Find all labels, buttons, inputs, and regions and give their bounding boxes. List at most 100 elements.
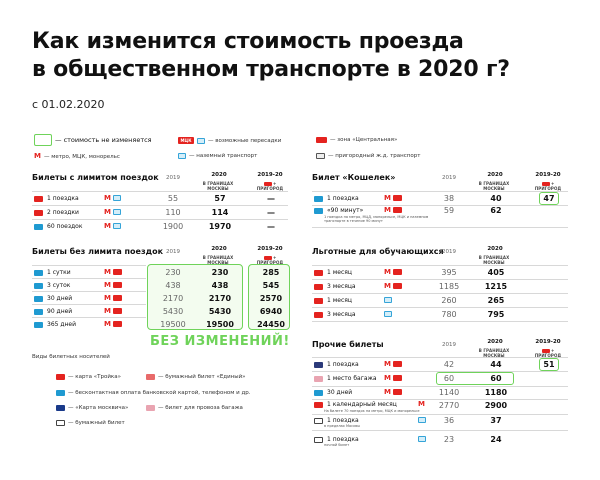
- bank-card-icon: [34, 308, 43, 315]
- list-item: 1 поездка: [314, 361, 359, 368]
- list-item: 1 месяц: [314, 269, 352, 276]
- bank-card-icon: [34, 269, 43, 276]
- bank-card-icon: [56, 390, 65, 396]
- list-item: 1 поездка: [314, 417, 359, 424]
- bus-icon: [418, 417, 426, 423]
- edin-ticket-icon: [314, 361, 323, 368]
- bus-icon: [418, 436, 426, 442]
- central-zone-icon: [392, 195, 402, 201]
- central-zone-icon: [112, 321, 122, 327]
- divider: [312, 386, 568, 387]
- col-2019-20: 2019-20: [535, 172, 561, 178]
- divider: [312, 191, 568, 192]
- list-item: «90 минут»: [314, 207, 363, 214]
- bus-icon: [112, 195, 121, 201]
- value-2020: 19500: [206, 320, 234, 329]
- value-2019: 2770: [438, 401, 460, 410]
- metro-icon: M: [104, 320, 111, 328]
- value-2019-20: 6940: [259, 307, 283, 316]
- divider: [32, 304, 146, 305]
- divider: [312, 371, 568, 372]
- value-2019: 19500: [160, 320, 186, 329]
- divider: [32, 265, 146, 266]
- central-zone-icon: [112, 308, 122, 314]
- limited-section-title: Билеты с лимитом поездок: [32, 173, 159, 182]
- troika-icon: [34, 195, 43, 202]
- bus-icon: [384, 297, 392, 303]
- effective-date: с 01.02.2020: [32, 98, 105, 111]
- metro-icon: M: [384, 268, 391, 276]
- bank-card-icon: [314, 207, 323, 214]
- central-zone-icon: [541, 182, 550, 186]
- value-2019: 110: [165, 208, 181, 217]
- list-item: 1 месяц: [314, 297, 352, 304]
- col-moscow: В ГРАНИЦАХ МОСКВЫ: [478, 181, 510, 191]
- metro-icon: M: [104, 268, 111, 276]
- value-2020: 40: [490, 194, 502, 203]
- col-moscow: В ГРАНИЦАХ МОСКВЫ: [478, 348, 510, 358]
- central-zone-icon: [263, 182, 272, 186]
- carrier-moscow-card: — «Карта москвича»: [56, 405, 128, 411]
- list-item: 1 поездка: [314, 436, 359, 443]
- unchanged-highlight: [147, 264, 243, 330]
- metro-icon: M: [104, 194, 111, 202]
- legend-suburban: — пригородный ж.д. транспорт: [316, 153, 420, 159]
- col-2019: 2019: [442, 249, 456, 255]
- page-title: Как изменится стоимость проезда в общест…: [32, 28, 572, 84]
- divider: [312, 205, 568, 206]
- troika-icon: [314, 283, 323, 290]
- row-note: в пределах Москвы: [324, 424, 361, 428]
- carrier-paper: — бумажный билет: [56, 420, 125, 426]
- luggage-ticket-icon: [146, 405, 155, 411]
- list-item: 3 месяца: [314, 283, 356, 290]
- value-2019-20: 51: [543, 360, 555, 369]
- value-2020: 5430: [208, 307, 232, 316]
- bank-card-icon: [34, 223, 43, 230]
- col-suburb: + ПРИГОРОД: [256, 255, 284, 265]
- metro-icon: M: [104, 307, 111, 315]
- value-2019: 59: [443, 206, 455, 215]
- value-2019: 780: [441, 310, 457, 319]
- central-zone-icon: [541, 349, 550, 353]
- bus-icon: [384, 311, 392, 317]
- divider: [312, 265, 568, 266]
- col-2019-20: 2019-20: [257, 172, 283, 178]
- title-line-2: в общественном транспорте в 2020 г?: [32, 57, 510, 82]
- paper-ticket-icon: [314, 436, 323, 443]
- divider: [312, 279, 568, 280]
- value-2019: 5430: [162, 307, 184, 316]
- train-icon: [316, 153, 325, 159]
- legend-ground: — наземный транспорт: [178, 153, 257, 159]
- value-2020: 2900: [484, 401, 508, 410]
- value-2019: 1900: [162, 222, 184, 231]
- central-zone-icon: [112, 282, 122, 288]
- divider: [312, 227, 568, 228]
- paper-ticket-icon: [56, 420, 65, 426]
- value-2020: 24: [490, 435, 502, 444]
- value-2019: 1140: [438, 388, 460, 397]
- list-item: 1 календарный месяц: [314, 401, 397, 408]
- unchanged-highlight: [436, 372, 514, 385]
- bus-icon: [178, 153, 186, 159]
- metro-icon: M: [104, 222, 111, 230]
- col-2020: 2020: [211, 246, 227, 252]
- carriers-title: Виды билетных носителей: [32, 354, 110, 360]
- list-item: 60 поездок: [34, 223, 82, 230]
- value-2019: 42: [443, 360, 455, 369]
- value-2020: 230: [211, 268, 229, 277]
- value-2020: 795: [487, 310, 505, 319]
- bus-icon: [112, 223, 121, 229]
- value-2020: 37: [490, 416, 502, 425]
- paper-ticket-icon: [314, 417, 323, 424]
- value-2020: 57: [214, 194, 226, 203]
- carrier-bank: — бесконтактная оплата банковской картой…: [56, 390, 251, 396]
- divider: [32, 219, 288, 220]
- value-2020: 62: [490, 206, 502, 215]
- central-zone-icon: [392, 375, 402, 381]
- value-2019-20: 285: [262, 268, 280, 277]
- central-zone-icon: [392, 283, 402, 289]
- value-2020: 2170: [208, 294, 232, 303]
- central-zone-icon: [392, 389, 402, 395]
- divider: [312, 414, 568, 415]
- value-2019-20: 47: [543, 194, 555, 203]
